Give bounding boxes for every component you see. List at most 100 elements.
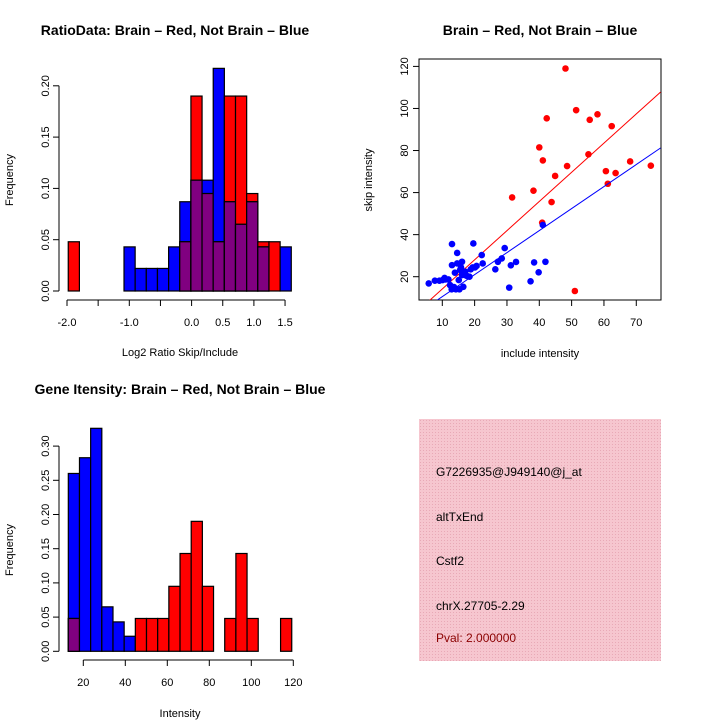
x-tick-label: 1.0 bbox=[246, 317, 261, 329]
y-tick-label: 0.20 bbox=[40, 504, 52, 525]
point-brain bbox=[608, 122, 616, 130]
point-not-brain bbox=[455, 276, 463, 284]
point-not-brain bbox=[478, 251, 486, 259]
y-tick-label: 0.05 bbox=[40, 606, 52, 627]
x-tick-label: 80 bbox=[203, 677, 215, 689]
x-tick-label: 30 bbox=[501, 317, 513, 329]
x-tick-label: 0.5 bbox=[215, 317, 230, 329]
x-tick-label: -1.0 bbox=[120, 317, 139, 329]
x-tick-label: 120 bbox=[284, 677, 302, 689]
bar-brain bbox=[145, 617, 159, 652]
point-not-brain bbox=[527, 278, 534, 285]
bar-brain bbox=[179, 552, 192, 652]
y-tick-label: 0.10 bbox=[40, 178, 52, 199]
y-tick-label: 120 bbox=[399, 57, 411, 75]
scatter-plot: 10 20 30 40 50 60 70 20 40 60 80 100 120 bbox=[399, 57, 662, 329]
scatter-title: Brain – Red, Not Brain – Blue bbox=[443, 22, 638, 38]
bar-overlap bbox=[212, 241, 225, 292]
point-brain bbox=[612, 169, 619, 177]
y-tick-label: 0.05 bbox=[40, 229, 52, 250]
x-tick-label: 1.5 bbox=[277, 317, 292, 329]
probe-id: G7226935@J949140@j_at bbox=[436, 465, 582, 479]
x-tick-label: 0.0 bbox=[184, 317, 199, 329]
bar-overlap bbox=[179, 241, 192, 292]
plot-area bbox=[425, 65, 661, 300]
point-not-brain bbox=[462, 272, 470, 279]
point-brain bbox=[530, 187, 537, 194]
bar-not-brain bbox=[90, 427, 103, 652]
bar-brain bbox=[168, 585, 181, 652]
bar-not-brain bbox=[78, 457, 92, 652]
bar-brain bbox=[246, 617, 259, 652]
ratio-xlabel: Log2 Ratio Skip/Include bbox=[122, 347, 238, 359]
point-brain bbox=[543, 115, 551, 122]
y-tick-label: 60 bbox=[399, 186, 411, 198]
y-tick-label: 0.10 bbox=[40, 572, 52, 593]
bar-brain bbox=[279, 617, 293, 652]
point-brain bbox=[594, 111, 601, 118]
info-panel: G7226935@J949140@j_at altTxEnd Cstf2 chr… bbox=[419, 419, 661, 661]
point-not-brain bbox=[460, 283, 467, 291]
x-tick-label: 100 bbox=[242, 677, 260, 689]
bar-overlap bbox=[257, 246, 270, 292]
y-tick-label: 0.25 bbox=[40, 470, 52, 491]
intensity-title: Gene Itensity: Brain – Red, Not Brain – … bbox=[35, 381, 326, 397]
point-not-brain bbox=[479, 260, 487, 267]
point-not-brain bbox=[448, 261, 456, 269]
bar-not-brain bbox=[168, 246, 181, 292]
bar-overlap bbox=[234, 223, 248, 292]
point-brain bbox=[626, 158, 634, 165]
point-not-brain bbox=[530, 259, 538, 266]
point-brain bbox=[539, 157, 547, 164]
point-brain bbox=[571, 287, 579, 295]
point-not-brain bbox=[442, 276, 449, 283]
x-tick-label: 20 bbox=[77, 677, 89, 689]
point-brain bbox=[551, 172, 559, 180]
y-tick-label: 80 bbox=[399, 144, 411, 156]
point-not-brain bbox=[453, 249, 461, 257]
intensity-histogram: 0.00 0.05 0.10 0.15 0.20 0.25 0.30 20 40 60 80 100 1… bbox=[40, 427, 302, 689]
bar-brain bbox=[157, 617, 170, 652]
y-tick-label: 0.00 bbox=[40, 280, 52, 301]
bar-overlap bbox=[246, 201, 259, 292]
bar-brain bbox=[201, 585, 215, 652]
y-tick-label: 0.00 bbox=[40, 641, 52, 662]
bar-not-brain bbox=[101, 606, 114, 652]
info-panel-background bbox=[419, 419, 661, 661]
y-tick-label: 40 bbox=[399, 229, 411, 241]
bar-brain bbox=[67, 241, 80, 292]
bar-not-brain bbox=[279, 246, 292, 292]
point-brain bbox=[562, 65, 569, 72]
intensity-xlabel: Intensity bbox=[160, 708, 201, 720]
y-tick-label: 0.15 bbox=[40, 538, 52, 559]
point-not-brain bbox=[431, 277, 439, 284]
bar-not-brain bbox=[156, 267, 170, 292]
y-tick-label: 20 bbox=[399, 271, 411, 283]
ratio-title: RatioData: Brain – Red, Not Brain – Blue bbox=[41, 22, 310, 38]
bar-not-brain bbox=[112, 621, 125, 652]
fit-line-brain bbox=[429, 91, 661, 300]
scatter-ylabel: skip intensity bbox=[363, 148, 375, 211]
bar-brain bbox=[268, 241, 281, 292]
point-brain bbox=[586, 116, 594, 124]
bar-overlap bbox=[67, 617, 81, 652]
bar-overlap bbox=[201, 192, 214, 292]
y-tick-label: 0.30 bbox=[40, 435, 52, 456]
x-tick-label: 60 bbox=[161, 677, 173, 689]
bar-brain bbox=[224, 617, 237, 652]
ratio-histogram: 0.00 0.05 0.10 0.15 0.20 -2.0 -1.0 0.0 0.5 1.0 1.5 bbox=[40, 67, 293, 329]
bar-not-brain bbox=[123, 246, 136, 292]
point-brain bbox=[535, 144, 543, 151]
x-tick-label: 50 bbox=[565, 317, 577, 329]
x-tick-label: 10 bbox=[436, 317, 448, 329]
x-tick-label: 60 bbox=[598, 317, 610, 329]
point-not-brain bbox=[425, 280, 433, 287]
point-not-brain bbox=[492, 266, 499, 273]
point-brain bbox=[572, 106, 580, 114]
x-tick-label: 70 bbox=[630, 317, 642, 329]
genomic-location: chrX.27705-2.29 bbox=[436, 599, 525, 613]
x-tick-label: 20 bbox=[469, 317, 481, 329]
bar-brain bbox=[235, 552, 248, 652]
point-not-brain bbox=[507, 262, 515, 269]
